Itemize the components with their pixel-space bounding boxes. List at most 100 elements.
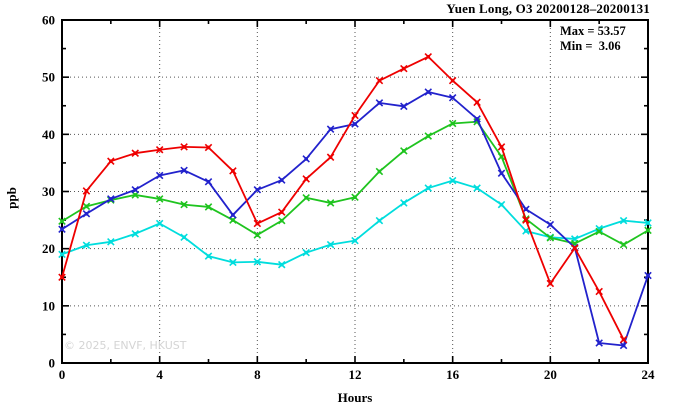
- y-tick-label: 0: [49, 356, 56, 371]
- marker-day2-green: [475, 119, 479, 124]
- x-axis-label: Hours: [337, 390, 373, 405]
- x-tick-label: 24: [642, 367, 656, 382]
- marker-day3-blue: [328, 127, 333, 131]
- marker-day4-red: [157, 147, 162, 152]
- marker-day3-blue: [304, 157, 308, 161]
- marker-day1-cyan: [475, 186, 479, 190]
- marker-day1-cyan: [182, 235, 186, 240]
- marker-day2-green: [133, 193, 138, 197]
- marker-day4-red: [377, 78, 382, 83]
- x-tick-label: 4: [156, 367, 163, 382]
- plot-frame: [61, 19, 649, 364]
- marker-day3-blue: [109, 197, 113, 201]
- marker-day4-red: [524, 218, 528, 222]
- marker-day1-cyan: [597, 226, 601, 231]
- watermark: © 2025, ENVF, HKUST: [64, 339, 187, 352]
- marker-day3-blue: [524, 207, 528, 212]
- marker-day1-cyan: [84, 243, 89, 248]
- marker-day4-red: [109, 159, 113, 164]
- marker-day2-green: [279, 218, 284, 223]
- marker-day1-cyan: [133, 232, 138, 236]
- marker-day1-cyan: [206, 254, 211, 258]
- marker-day4-red: [548, 281, 553, 286]
- series-line-day3-blue: [61, 91, 649, 347]
- marker-day1-cyan: [572, 237, 577, 241]
- marker-day1-cyan: [304, 250, 308, 255]
- x-tick-label: 12: [349, 367, 362, 382]
- marker-day2-green: [499, 154, 504, 159]
- marker-day1-cyan: [377, 218, 382, 223]
- marker-day4-red: [597, 289, 601, 294]
- y-tick-label: 30: [42, 184, 55, 199]
- marker-day4-red: [231, 169, 235, 173]
- min-value-label: Min = 3.06: [560, 39, 621, 53]
- marker-day1-cyan: [279, 262, 284, 267]
- marker-day2-green: [157, 197, 162, 201]
- marker-day1-cyan: [328, 242, 333, 247]
- marker-day1-cyan: [450, 178, 455, 183]
- marker-day4-red: [279, 210, 284, 214]
- y-tick-label: 20: [42, 241, 55, 256]
- marker-day2-green: [597, 229, 601, 234]
- marker-day3-blue: [279, 178, 284, 182]
- marker-day4-red: [450, 78, 455, 83]
- marker-day2-green: [402, 149, 406, 153]
- marker-day4-red: [621, 337, 626, 342]
- marker-day2-green: [231, 218, 235, 222]
- marker-day4-red: [206, 145, 211, 150]
- marker-day2-green: [206, 205, 211, 209]
- marker-day4-red: [572, 246, 577, 250]
- marker-day3-blue: [157, 173, 162, 178]
- marker-day3-blue: [84, 211, 89, 216]
- y-tick-label: 60: [42, 13, 55, 28]
- chart-title: Yuen Long, O3 20200128–20200131: [446, 1, 650, 16]
- marker-day1-cyan: [499, 202, 504, 207]
- marker-day3-blue: [255, 187, 260, 192]
- marker-day2-green: [353, 195, 357, 200]
- marker-day1-cyan: [621, 218, 626, 223]
- marker-day3-blue: [646, 273, 650, 278]
- marker-day2-green: [426, 134, 431, 138]
- marker-day2-green: [572, 241, 577, 246]
- marker-day4-red: [255, 221, 260, 226]
- x-tick-label: 20: [544, 367, 557, 382]
- marker-day2-green: [60, 219, 64, 224]
- marker-day4-red: [182, 145, 186, 149]
- marker-day4-red: [60, 275, 64, 280]
- marker-day1-cyan: [353, 238, 357, 243]
- marker-day1-cyan: [231, 260, 235, 265]
- marker-day2-green: [548, 236, 553, 240]
- marker-day2-green: [182, 202, 186, 207]
- marker-day1-cyan: [60, 252, 64, 257]
- marker-day1-cyan: [109, 240, 113, 244]
- marker-day1-cyan: [255, 260, 260, 264]
- marker-day3-blue: [206, 179, 211, 184]
- marker-day4-red: [133, 151, 138, 155]
- marker-day3-blue: [475, 117, 479, 121]
- marker-day4-red: [402, 66, 406, 71]
- x-tick-label: 0: [59, 367, 66, 382]
- series-line-day4-red: [61, 55, 625, 340]
- marker-day2-green: [450, 121, 455, 126]
- marker-day3-blue: [377, 101, 382, 105]
- marker-day1-cyan: [426, 186, 431, 190]
- marker-day4-red: [328, 155, 333, 159]
- marker-day3-blue: [60, 227, 64, 232]
- marker-day2-green: [255, 233, 260, 237]
- marker-day2-green: [646, 228, 650, 233]
- y-tick-label: 10: [42, 298, 55, 313]
- marker-day3-blue: [450, 95, 455, 100]
- marker-day3-blue: [182, 168, 186, 173]
- marker-day4-red: [304, 177, 308, 181]
- marker-day4-red: [426, 54, 431, 59]
- marker-day3-blue: [548, 222, 553, 227]
- y-tick-label: 50: [42, 70, 55, 85]
- marker-day3-blue: [499, 171, 504, 176]
- marker-day3-blue: [597, 341, 601, 345]
- marker-day4-red: [84, 189, 89, 193]
- marker-day4-red: [475, 100, 479, 105]
- marker-day1-cyan: [157, 221, 162, 226]
- marker-day1-cyan: [524, 229, 528, 233]
